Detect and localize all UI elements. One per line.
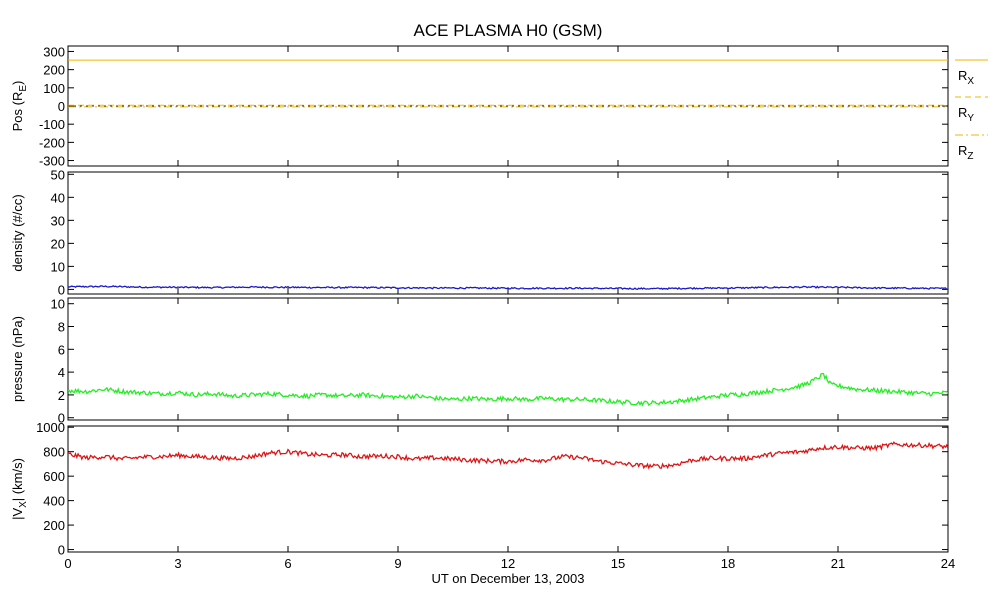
x-tick-label: 15 (611, 556, 625, 571)
y-tick-label: 50 (51, 167, 65, 182)
y-axis-label: Pos (RE) (10, 81, 29, 132)
y-tick-label: 600 (43, 469, 65, 484)
y-tick-label: 4 (58, 365, 65, 380)
x-tick-label: 6 (284, 556, 291, 571)
y-tick-label: 0 (58, 543, 65, 558)
y-tick-label: -200 (39, 135, 65, 150)
y-tick-label: 10 (51, 297, 65, 312)
y-tick-label: 200 (43, 518, 65, 533)
y-tick-label: 10 (51, 259, 65, 274)
y-tick-label: 200 (43, 63, 65, 78)
legend-label-ry: RY (958, 105, 974, 124)
y-tick-label: 800 (43, 445, 65, 460)
y-axis-label: pressure (nPa) (10, 316, 25, 402)
y-axis-label: |VX| (km/s) (10, 458, 29, 520)
x-tick-label: 9 (394, 556, 401, 571)
panel-frame (67, 171, 949, 295)
y-tick-label: 1000 (36, 420, 65, 435)
x-axis-label: UT on December 13, 2003 (432, 571, 585, 586)
y-tick-label: 100 (43, 81, 65, 96)
y-tick-label: 20 (51, 236, 65, 251)
y-tick-label: 30 (51, 213, 65, 228)
x-tick-label: 0 (64, 556, 71, 571)
x-tick-label: 24 (941, 556, 955, 571)
legend-label-rx: RX (958, 68, 974, 87)
legend-label-rz: RZ (958, 143, 974, 162)
x-tick-label: 21 (831, 556, 845, 571)
series-line-4-1 (68, 441, 948, 470)
panel-3: 0 2 4 6 8 10 pressure (nPa) (10, 297, 949, 426)
panel-2: 0 10 20 30 40 50 density (#/cc) (10, 167, 949, 297)
y-tick-label: -300 (39, 154, 65, 169)
y-tick-label: 2 (58, 388, 65, 403)
y-tick-label: 8 (58, 320, 65, 335)
x-tick-label: 12 (501, 556, 515, 571)
panel-1: -300 -200 -100 0 100 200 300 Pos (RE) RX RY RZ (10, 44, 988, 169)
y-tick-label: 300 (43, 44, 65, 59)
y-tick-label: 0 (58, 282, 65, 297)
y-axis-label: density (#/cc) (10, 194, 25, 271)
series-line-3-1 (68, 372, 948, 407)
y-tick-label: 6 (58, 342, 65, 357)
y-tick-label: -100 (39, 117, 65, 132)
y-tick-label: 0 (58, 99, 65, 114)
chart-title: ACE PLASMA H0 (GSM) (414, 21, 603, 40)
x-tick-label: 3 (174, 556, 181, 571)
panel-frame (67, 297, 949, 421)
series-line-2-1 (68, 285, 948, 290)
y-tick-label: 40 (51, 190, 65, 205)
panel-4: 0 200 400 600 800 1000 |VX| (km/s) (10, 420, 949, 558)
y-tick-label: 400 (43, 494, 65, 509)
x-tick-label: 18 (721, 556, 735, 571)
panel-frame (67, 425, 949, 553)
y-tick-label: 0 (58, 411, 65, 426)
